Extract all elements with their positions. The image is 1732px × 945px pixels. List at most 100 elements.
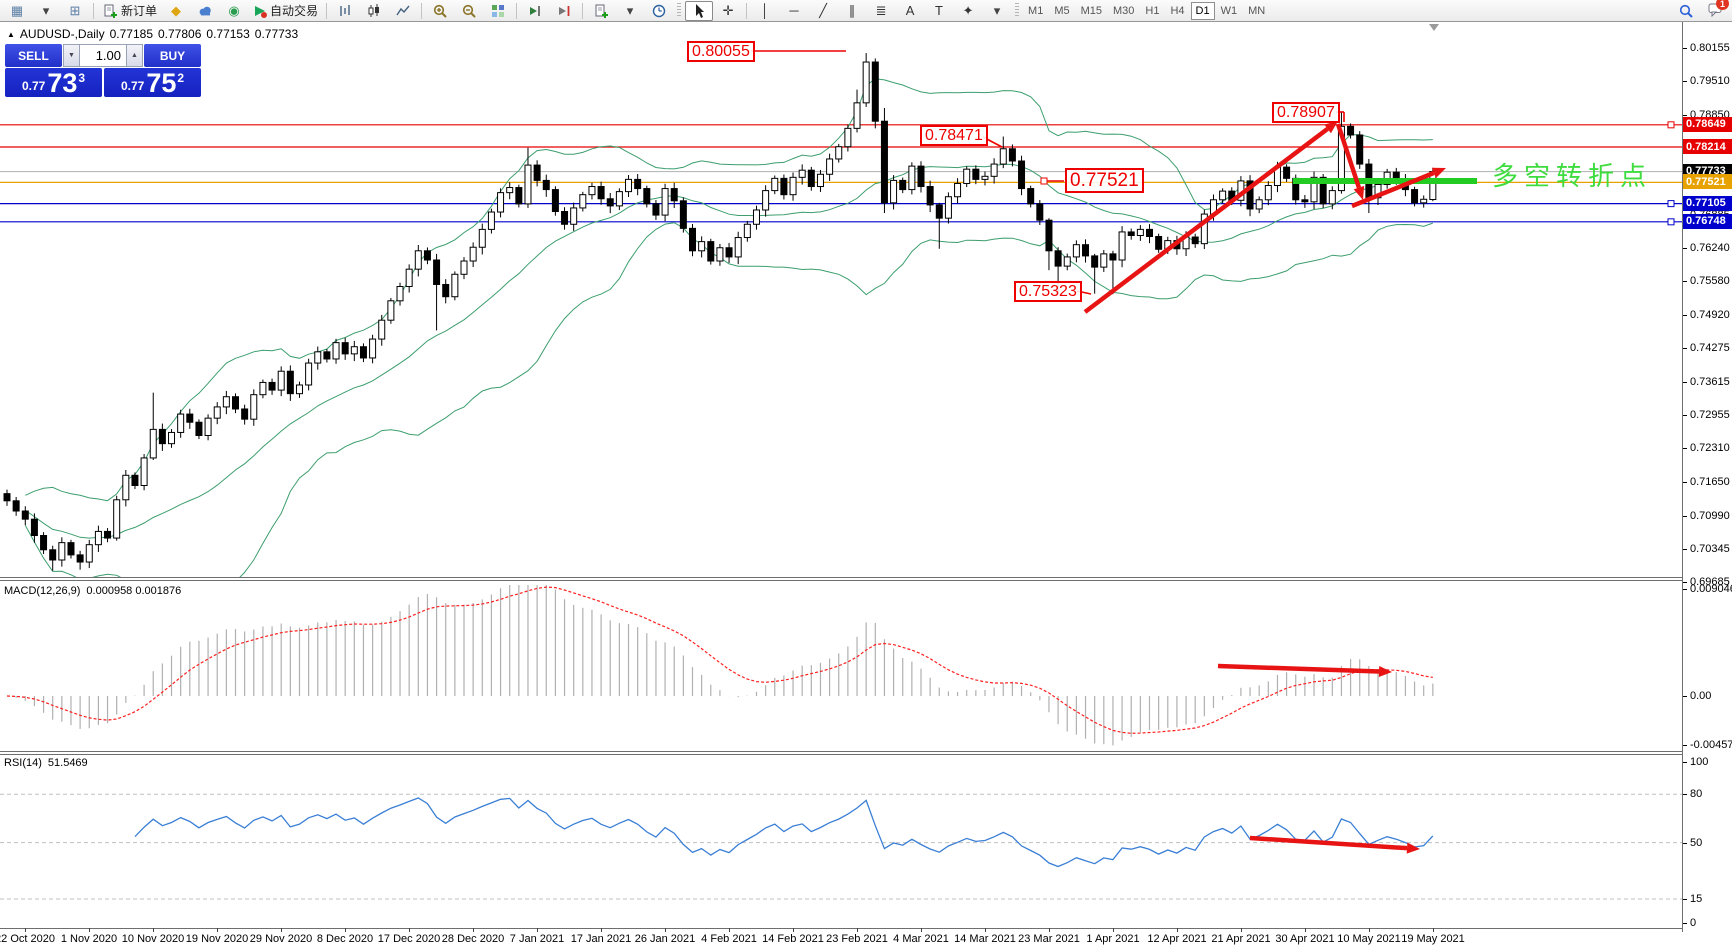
volume-input[interactable]: 1.00 (80, 44, 126, 67)
ohlc-high: 0.77806 (158, 27, 202, 41)
dropdown-caret-icon[interactable]: ▾ (32, 1, 60, 21)
history-center-icon[interactable]: ◆ (162, 1, 190, 21)
turning-point-line[interactable] (1293, 178, 1477, 184)
dropdown-caret-icon: ▾ (42, 3, 50, 18)
bar-chart-icon[interactable] (331, 1, 359, 21)
timeframe-button-m15[interactable]: M15 (1080, 4, 1102, 17)
panel-separator[interactable] (0, 751, 1682, 752)
label-icon[interactable]: T (925, 1, 953, 21)
axis-tick-label: 0.76240 (1690, 241, 1730, 254)
main-chart-layer (0, 53, 1682, 577)
timeframe-button-h1[interactable]: H1 (1145, 4, 1160, 17)
volume-down-button[interactable]: ▼ (63, 44, 80, 67)
zoom-out-icon[interactable] (455, 1, 483, 21)
sell-price-prefix: 0.77 (21, 79, 46, 93)
trend-arrow[interactable] (1351, 170, 1435, 209)
line-handle[interactable] (1667, 121, 1675, 129)
timeframe-button-mn[interactable]: MN (1248, 4, 1266, 17)
chat-icon[interactable]: 1 (1701, 0, 1729, 21)
chart-shift-icon[interactable] (550, 1, 578, 21)
collapse-arrow-icon[interactable]: ▲ (7, 30, 15, 39)
timeframe-button-m5[interactable]: M5 (1054, 4, 1070, 17)
community-icon[interactable] (191, 1, 219, 21)
macd-axis-label: 0.009046 (1690, 583, 1732, 595)
trend-arrow-head (1324, 121, 1338, 134)
trendline-icon: ╱ (819, 3, 827, 18)
price-tag-0.77105[interactable]: 0.77105 (1683, 195, 1732, 211)
time-label: 19 Nov 2020 (185, 933, 249, 945)
channel-icon[interactable]: ∥ (838, 1, 866, 21)
line-handle[interactable] (1667, 218, 1675, 226)
volume-up-button[interactable]: ▲ (126, 44, 143, 67)
charts-window-icon[interactable]: ▦ (3, 1, 31, 21)
axis-tick-mark (1683, 842, 1687, 844)
price-tag-0.77521[interactable]: 0.77521 (1683, 174, 1732, 190)
ohlc-close: 0.77733 (254, 27, 299, 41)
crosshair-icon[interactable]: ✛ (714, 1, 742, 21)
arrows-icon[interactable]: ✦ (954, 1, 982, 21)
dropdown-caret-icon[interactable]: ▾ (616, 1, 644, 21)
timeframe-button-w1[interactable]: W1 (1220, 4, 1238, 17)
trend-arrow[interactable] (1249, 835, 1408, 851)
timeframe-button-m30[interactable]: M30 (1113, 4, 1135, 17)
dropdown-caret-icon[interactable]: ▾ (983, 1, 1011, 21)
fibonacci-icon[interactable]: ≣ (867, 1, 895, 21)
price-tag-0.76748[interactable]: 0.76748 (1683, 213, 1732, 229)
axis-tick-mark (1683, 281, 1687, 283)
autoscroll-icon[interactable] (521, 1, 549, 21)
time-label: 12 Apr 2021 (1147, 933, 1207, 945)
label-anchor (1040, 177, 1048, 185)
price-label-resistance[interactable]: 0.78471 (920, 125, 988, 146)
cursor-icon[interactable] (685, 0, 714, 21)
window-preview-icon[interactable]: ⊞ (61, 1, 89, 21)
search-icon[interactable] (1672, 1, 1700, 21)
line-handle[interactable] (1667, 200, 1675, 208)
chart-shift-marker[interactable] (1429, 24, 1439, 31)
new-order-button[interactable]: 新订单 (98, 1, 161, 21)
price-tag-0.78649[interactable]: 0.78649 (1683, 116, 1732, 132)
vertical-line-icon[interactable]: │ (751, 1, 779, 21)
price-label-low[interactable]: 0.75323 (1014, 281, 1082, 302)
autotrade-button[interactable]: 自动交易 (249, 1, 322, 21)
time-label: 1 Apr 2021 (1086, 933, 1140, 945)
chart-canvas[interactable] (0, 0, 1682, 945)
axis-tick-label: 0.74275 (1690, 342, 1730, 354)
tile-windows-icon[interactable] (484, 1, 512, 21)
axis-tick-label: 0.69685 (1690, 576, 1730, 589)
price-label-high[interactable]: 0.80055 (687, 41, 755, 62)
buy-price[interactable]: 0.77 75 2 (104, 68, 201, 97)
signal-icon[interactable]: ◉ (220, 1, 248, 21)
price-label-may-high[interactable]: 0.78907 (1272, 102, 1340, 123)
toolbar-separator (421, 2, 423, 19)
clock-icon[interactable] (645, 1, 673, 21)
price-tag-0.78214[interactable]: 0.78214 (1683, 139, 1732, 155)
timeframe-button-h4[interactable]: H4 (1170, 4, 1185, 17)
trend-arrow[interactable] (1217, 663, 1380, 674)
horizontal-line-icon[interactable]: ─ (780, 1, 808, 21)
panel-separator[interactable] (0, 577, 1682, 578)
toolbar-separator (582, 2, 584, 19)
trend-arrow[interactable] (1083, 127, 1329, 314)
sell-button[interactable]: SELL (5, 44, 62, 67)
symbol-name: AUDUSD-,Daily (19, 27, 105, 41)
toolbar-drag-handle[interactable] (1015, 3, 1020, 18)
toolbar-drag-handle[interactable] (677, 3, 682, 18)
new-chart-icon[interactable] (587, 1, 615, 21)
timeframe-button-d1[interactable]: D1 (1190, 1, 1215, 20)
trend-arrow[interactable] (1335, 123, 1362, 189)
sell-price[interactable]: 0.77 73 3 (5, 68, 102, 97)
axis-tick-mark (1683, 794, 1687, 796)
line-chart-icon[interactable] (389, 1, 417, 21)
rsi-axis-label: 0 (1690, 917, 1697, 930)
buy-button[interactable]: BUY (144, 44, 201, 67)
trendline-icon[interactable]: ╱ (809, 1, 837, 21)
candlestick-chart-icon[interactable] (360, 1, 388, 21)
timeframe-button-m1[interactable]: M1 (1028, 4, 1044, 17)
macd-axis-label: -0.004574 (1690, 739, 1732, 751)
main-toolbar: ▦ ▾ ⊞ 新订单 ◆ ◉ 自动交易 ▾ ✛ │ ─ ╱ ∥ ≣ A T ✦ ▾ M1 M5 M15 M30 H1 H4 D1 W… (0, 0, 1732, 22)
text-icon[interactable]: A (896, 1, 924, 21)
price-label-pivot[interactable]: 0.77521 (1065, 168, 1144, 193)
zoom-in-icon[interactable] (426, 1, 454, 21)
time-tick (345, 928, 346, 932)
turning-point-annotation[interactable]: 多空转折点 (1492, 161, 1653, 191)
